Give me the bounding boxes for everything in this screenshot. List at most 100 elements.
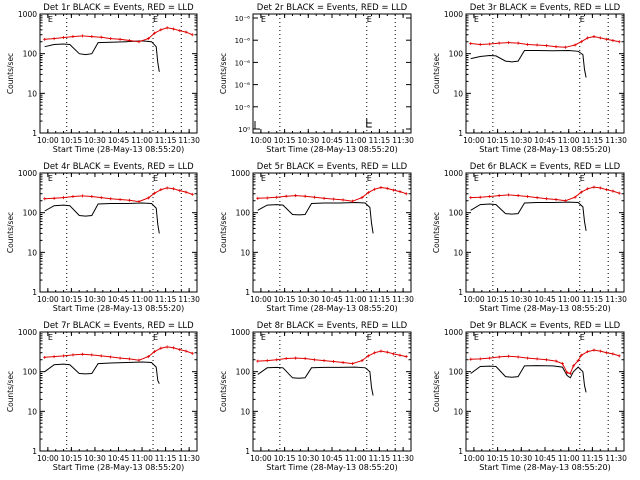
series-point-lld [341, 361, 345, 365]
y-tick-label: 1000 [18, 10, 37, 19]
flag-label: E [580, 333, 585, 342]
series-point-lld [127, 38, 131, 42]
series-point-lld [184, 30, 188, 34]
y-tick-label: 1000 [444, 169, 463, 178]
y-tick-label: 10 [27, 89, 37, 98]
y-tick-label: 1000 [444, 10, 463, 19]
series-point-lld [360, 359, 364, 363]
y-tick-label: 1 [245, 288, 250, 297]
y-axis-label: Counts/sec [6, 53, 15, 94]
series-point-lld [497, 41, 501, 45]
series-point-lld [605, 37, 609, 41]
x-tick-label: 11:00 [131, 136, 153, 145]
series-point-lld [52, 355, 56, 359]
series-line-events [257, 201, 374, 234]
series-point-lld [62, 36, 66, 40]
series-point-lld [545, 358, 549, 362]
plot-frame [252, 331, 412, 452]
flag-label: E [153, 15, 158, 24]
chart-title: Det 7r BLACK = Events, RED = LLD [43, 321, 194, 331]
series-point-lld [332, 360, 336, 364]
series-point-lld [598, 36, 602, 40]
x-tick-label: 10:15 [274, 295, 296, 304]
series-point-lld [526, 195, 530, 199]
series-point-lld [586, 350, 590, 354]
series-point-lld [469, 357, 473, 361]
x-tick-label: 11:15 [582, 136, 604, 145]
flag-label: E [48, 174, 53, 183]
series-point-lld [137, 200, 141, 204]
series-point-lld [153, 191, 157, 195]
series-point-lld [146, 37, 150, 41]
series-point-lld [404, 192, 408, 196]
series-point-lld [535, 357, 539, 361]
series-point-lld [190, 192, 194, 196]
x-tick-label: 10:45 [108, 454, 130, 463]
y-tick-label: 100 [449, 209, 464, 218]
y-axis-label: Counts/sec [219, 53, 228, 94]
series-point-lld [43, 197, 47, 201]
y-tick-label: 10 [453, 407, 463, 416]
series-point-lld [598, 349, 602, 353]
x-tick-label: 10:00 [37, 454, 59, 463]
series-point-lld [617, 191, 621, 195]
flag-label: E [153, 174, 158, 183]
series-point-lld [90, 35, 94, 39]
y-tick-label: 10⁻⁶ [235, 82, 251, 90]
x-tick-label: 10:30 [510, 136, 532, 145]
series-point-lld [516, 355, 520, 359]
x-tick-label: 11:00 [345, 295, 367, 304]
series-point-lld [52, 37, 56, 41]
plot-frame [39, 172, 198, 293]
series-point-lld [99, 35, 103, 39]
series-point-lld [617, 40, 621, 44]
y-tick-label: 1 [458, 447, 463, 456]
x-tick-label: 11:15 [582, 454, 604, 463]
empty-series-marker [366, 119, 372, 128]
series-point-lld [592, 35, 596, 39]
series-point-lld [592, 185, 596, 189]
series-point-lld [571, 364, 575, 368]
x-tick-label: 11:30 [605, 295, 627, 304]
y-tick-label: 10⁰ [238, 126, 250, 134]
series-point-lld [127, 357, 131, 361]
series-point-lld [576, 359, 580, 363]
series-point-lld [137, 358, 141, 362]
x-tick-label: 10:15 [274, 136, 296, 145]
series-point-lld [385, 350, 389, 354]
x-tick-label: 10:30 [84, 454, 106, 463]
series-point-lld [165, 186, 169, 190]
series-point-lld [366, 354, 370, 358]
y-tick-label: 100 [23, 368, 38, 377]
series-line-events [44, 361, 160, 384]
chart-title: Det 6r BLACK = Events, RED = LLD [470, 162, 621, 172]
series-point-lld [284, 356, 288, 360]
x-tick-label: 10:15 [487, 295, 509, 304]
series-point-lld [341, 198, 345, 202]
series-point-lld [171, 346, 175, 350]
x-tick-label: 10:00 [37, 295, 59, 304]
series-point-lld [146, 355, 150, 359]
x-axis-label: Start Time (28-May-13 08:55:20) [479, 145, 610, 154]
flag-label: E [153, 333, 158, 342]
series-point-lld [322, 359, 326, 363]
y-tick-label: 1000 [231, 169, 250, 178]
series-point-lld [52, 196, 56, 200]
x-axis-label: Start Time (28-May-13 08:55:20) [53, 463, 184, 472]
series-point-lld [598, 186, 602, 190]
series-point-lld [545, 197, 549, 201]
series-point-lld [303, 356, 307, 360]
series-point-lld [526, 356, 530, 360]
series-point-lld [507, 354, 511, 358]
series-point-lld [171, 187, 175, 191]
y-tick-label: 1000 [231, 328, 250, 337]
x-tick-label: 10:00 [37, 136, 59, 145]
series-point-lld [554, 197, 558, 201]
x-tick-label: 10:00 [463, 454, 485, 463]
x-tick-label: 11:00 [131, 454, 153, 463]
x-tick-label: 11:30 [392, 136, 414, 145]
series-point-lld [573, 43, 577, 47]
flag-label: E [474, 174, 479, 183]
